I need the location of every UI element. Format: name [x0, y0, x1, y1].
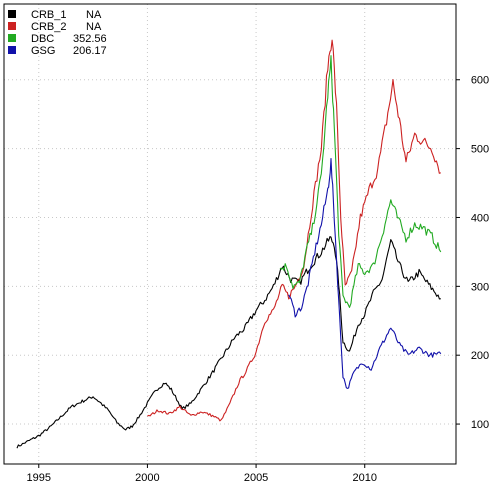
x-tick-label: 2010 — [352, 472, 376, 484]
x-tick-label: 2005 — [244, 472, 268, 484]
legend-last-value: NA — [86, 21, 102, 33]
legend-series-name: CRB_2 — [31, 21, 66, 33]
legend-swatch — [8, 10, 16, 18]
y-tick-label: 500 — [471, 144, 489, 156]
legend-swatch — [8, 46, 16, 54]
series-line-gsg — [288, 157, 442, 389]
legend-series-name: DBC — [31, 33, 54, 45]
series-line-crb-1 — [16, 236, 441, 449]
legend-swatch — [8, 34, 16, 42]
legend-swatch — [8, 22, 16, 30]
legend-series-name: GSG — [31, 45, 55, 57]
y-tick-label: 600 — [471, 75, 489, 87]
y-tick-label: 100 — [471, 419, 489, 431]
series-line-dbc — [279, 55, 442, 308]
x-axis: 1995 2000 2005 2010 — [4, 463, 456, 484]
series-layer — [16, 39, 442, 449]
grid-lines — [4, 4, 456, 464]
x-tick-label: 1995 — [27, 472, 51, 484]
legend-last-value: 352.56 — [73, 33, 107, 45]
y-tick-label: 300 — [471, 281, 489, 293]
legend: CRB_1 NA CRB_2 NA DBC 352.56 GSG 206.17 — [8, 9, 107, 57]
x-tick-label: 2000 — [135, 472, 159, 484]
legend-last-value: 206.17 — [73, 45, 107, 57]
y-tick-label: 400 — [471, 212, 489, 224]
y-axis: 100 200 300 400 500 600 — [456, 75, 489, 431]
legend-last-value: NA — [86, 9, 102, 21]
legend-series-name: CRB_1 — [31, 9, 66, 21]
y-tick-label: 200 — [471, 350, 489, 362]
